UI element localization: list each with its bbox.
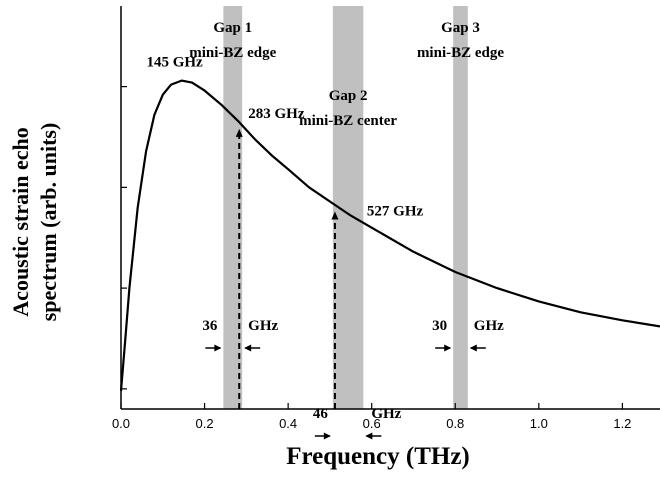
gap-1-title: Gap 1 [213,20,252,36]
peak-frequency-label: 145 GHz [146,55,203,71]
gap-3-subtitle: mini-BZ edge [417,45,504,61]
x-tick-label: 0.0 [112,416,130,431]
spectrum-curve-group [119,79,660,391]
arrowhead-left-icon [365,432,373,440]
x-tick-label: 1.0 [530,416,548,431]
spectrum-curve [119,79,660,391]
x-tick-label: 0.4 [279,416,297,431]
marker-label-527: 527 GHz [367,204,424,220]
gap-3-width-value: 30 [432,318,447,334]
x-tick-label: 0.2 [196,416,214,431]
gap-2-subtitle: mini-BZ center [299,113,397,129]
gap-1-width-value: 36 [202,318,218,334]
y-axis-label-line1: Acoustic strain echo [8,127,33,316]
arrowhead-right-icon [214,344,222,352]
gap-2-title: Gap 2 [329,88,368,104]
arrowhead-up-icon [235,128,243,137]
gap-3-width-unit: GHz [474,318,504,334]
gap-1-subtitle: mini-BZ edge [189,45,276,61]
x-tick-label: 0.6 [363,416,381,431]
arrowhead-left-icon [469,344,477,352]
arrowhead-right-icon [444,344,452,352]
gap-2-width-value: 46 [313,406,329,422]
arrowhead-left-icon [244,344,252,352]
x-tick-label: 0.8 [446,416,464,431]
gap-band-1 [223,6,243,409]
arrowhead-up-icon [331,211,339,220]
gap-1-width-unit: GHz [248,318,278,334]
x-axis-label: Frequency (THz) [286,443,470,470]
gap-labels: Gap 1 mini-BZ edge 36 GHz Gap 2 mini-BZ cente… [189,20,504,440]
arrowhead-right-icon [323,432,331,440]
y-axis-label-line2: spectrum (arb. units) [36,123,61,322]
frequency-markers: 145 GHz 283 GHz 527 GHz [146,55,424,409]
gap-band-3 [453,6,468,409]
marker-label-283: 283 GHz [248,106,305,122]
gap-2-width-unit: GHz [371,406,401,422]
gap-3-title: Gap 3 [441,20,480,36]
x-tick-label: 1.2 [613,416,631,431]
axes: 0.0 0.2 0.4 0.6 0.8 1.0 1.2 [112,6,660,431]
